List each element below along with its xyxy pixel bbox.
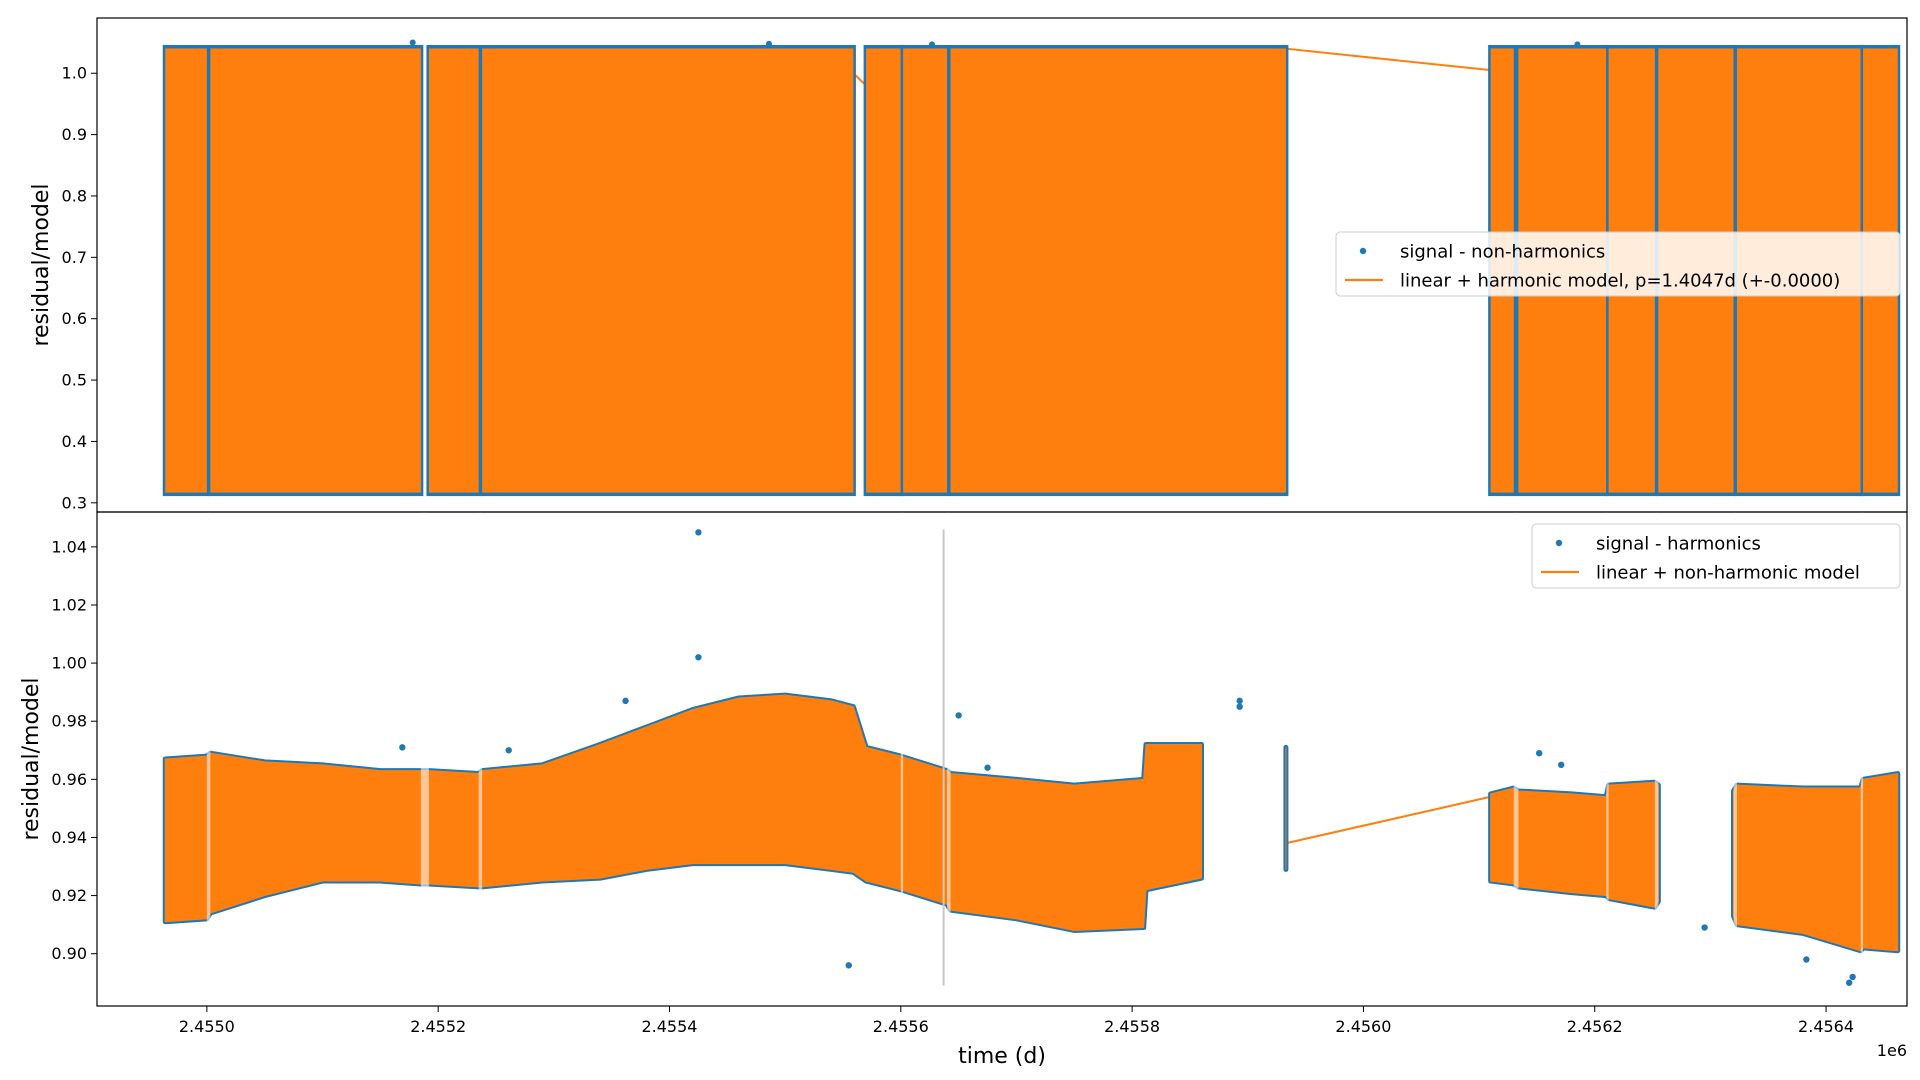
model-gap-line — [1285, 47, 1491, 72]
model-band-4 — [866, 48, 901, 493]
model-band-0 — [165, 48, 207, 493]
signal-outlier-point — [695, 654, 702, 661]
y-axis-label: residual/model — [29, 183, 54, 346]
model-band-1 — [210, 48, 421, 493]
signal-outlier-point — [1536, 749, 1543, 757]
y-tick-label: 0.8 — [62, 186, 87, 205]
legend-box — [1335, 231, 1901, 297]
signal-outlier-point — [845, 962, 852, 969]
y-tick-label: 1.02 — [51, 595, 87, 614]
x-tick-label: 2.4564 — [1798, 1017, 1854, 1036]
y-tick-label: 0.4 — [62, 432, 87, 451]
signal-outlier-point — [984, 764, 991, 771]
y-tick-label: 0.6 — [62, 309, 87, 328]
signal-outlier-point — [1845, 979, 1853, 986]
x-tick-label: 2.4554 — [641, 1017, 697, 1036]
model-envelope-3 — [1733, 772, 1899, 952]
x-tick-label: 2.4558 — [1104, 1017, 1160, 1036]
y-tick-label: 0.9 — [62, 125, 87, 144]
signal-outlier-point — [929, 41, 936, 48]
signal-outlier-point — [622, 697, 629, 705]
x-tick-label: 2.4550 — [179, 1017, 235, 1036]
y-tick-label: 0.94 — [51, 828, 87, 847]
bottom-panel: 0.90 0.92 0.94 0.96 0.98 1.00 1.02 1.04 residual… — [19, 511, 1908, 1069]
y-tick-label: 0.96 — [51, 770, 87, 789]
data-gap — [478, 512, 483, 1006]
axes-frame — [96, 511, 1908, 1007]
y-tick-label: 0.98 — [51, 712, 87, 731]
y-tick-label: 1.00 — [51, 654, 87, 673]
x-tick-label: 2.4556 — [873, 1017, 929, 1036]
y-tick-label: 0.92 — [51, 886, 87, 905]
signal-outlier-point — [1849, 973, 1856, 981]
legend: signal - non-harmonics linear + harmonic … — [1335, 231, 1901, 297]
signal-outlier-point — [1574, 41, 1581, 48]
data-gap — [1733, 512, 1737, 1006]
legend-entry-label: signal - non-harmonics — [1400, 242, 1605, 263]
legend-marker-signal — [1555, 539, 1563, 547]
model-band-3 — [482, 48, 854, 493]
model-band-2 — [428, 48, 479, 493]
legend-entry-label: linear + harmonic model, p=1.4047d (+-0.… — [1400, 271, 1840, 292]
y-tick-label: 0.7 — [62, 248, 87, 267]
signal-outlier-point — [1236, 703, 1243, 710]
data-gap — [947, 512, 951, 1006]
legend-entry-label: signal - harmonics — [1596, 534, 1761, 555]
data-gap — [206, 512, 211, 1006]
x-axis-label: time (d) — [958, 1044, 1046, 1069]
signal-outlier-point — [695, 529, 702, 536]
y-tick-label: 0.5 — [62, 371, 87, 390]
data-gap — [1860, 512, 1864, 1006]
signal-outlier-point — [955, 712, 962, 719]
x-offset-label: 1e6 — [1877, 1041, 1907, 1060]
x-tick-label: 2.4562 — [1567, 1017, 1623, 1036]
signal-outlier-point — [1803, 956, 1810, 963]
model-gap-line — [1285, 795, 1491, 845]
x-tick-label: 2.4552 — [410, 1017, 466, 1036]
signal-outlier-point — [1701, 924, 1708, 931]
signal-outlier-point — [505, 747, 512, 754]
y-tick-label: 0.90 — [51, 944, 87, 963]
signal-outlier-point — [1236, 697, 1243, 705]
model-band-5 — [903, 48, 948, 493]
data-gap — [1654, 512, 1659, 1006]
y-tick-label: 0.3 — [62, 493, 87, 512]
y-tick-label: 1.04 — [51, 537, 87, 556]
x-tick-label: 2.4560 — [1335, 1017, 1391, 1036]
legend-marker-signal — [1359, 247, 1367, 255]
legend: signal - harmonics linear + non-harmonic … — [1531, 523, 1901, 589]
signal-outlier-point — [409, 39, 416, 46]
legend-box — [1531, 523, 1901, 589]
model-band-6 — [950, 48, 1286, 493]
signal-outlier-point — [1557, 761, 1565, 769]
y-tick-label: 1.0 — [62, 64, 87, 83]
plot-area — [162, 512, 1901, 1006]
top-panel: 0.3 0.4 0.5 0.6 0.7 0.8 0.9 1.0 residual/model si… — [29, 17, 1908, 513]
y-axis-label: residual/model — [19, 677, 44, 840]
legend-entry-label: linear + non-harmonic model — [1596, 563, 1860, 584]
signal-outlier-point — [399, 744, 406, 751]
plot-area — [162, 39, 1901, 497]
data-gap — [1513, 512, 1519, 1006]
signal-outlier-point — [765, 40, 772, 47]
data-gap — [1606, 512, 1609, 1006]
data-gap — [900, 512, 904, 1006]
model-envelope-0 — [164, 694, 1203, 931]
data-gap — [420, 512, 429, 1006]
